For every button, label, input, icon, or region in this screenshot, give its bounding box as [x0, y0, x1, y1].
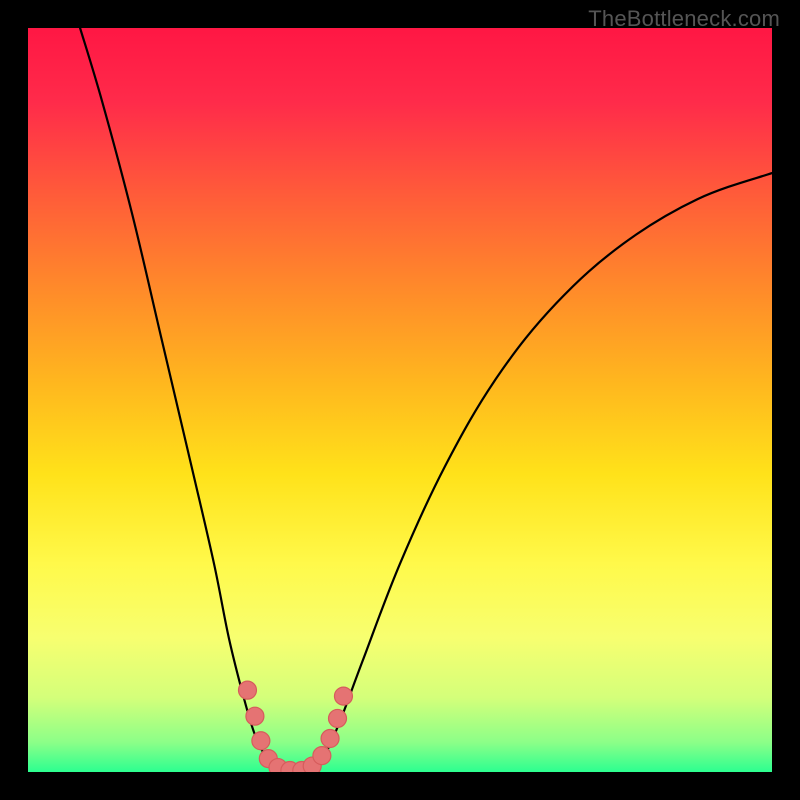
bottleneck-chart-svg [0, 0, 800, 800]
marker-dot [246, 707, 264, 725]
chart-frame: TheBottleneck.com [0, 0, 800, 800]
marker-dot [334, 687, 352, 705]
marker-dot [313, 747, 331, 765]
marker-dot [238, 681, 256, 699]
watermark-label: TheBottleneck.com [588, 6, 780, 32]
marker-dot [252, 732, 270, 750]
plot-background [28, 28, 772, 772]
marker-dot [321, 730, 339, 748]
marker-dot [329, 709, 347, 727]
